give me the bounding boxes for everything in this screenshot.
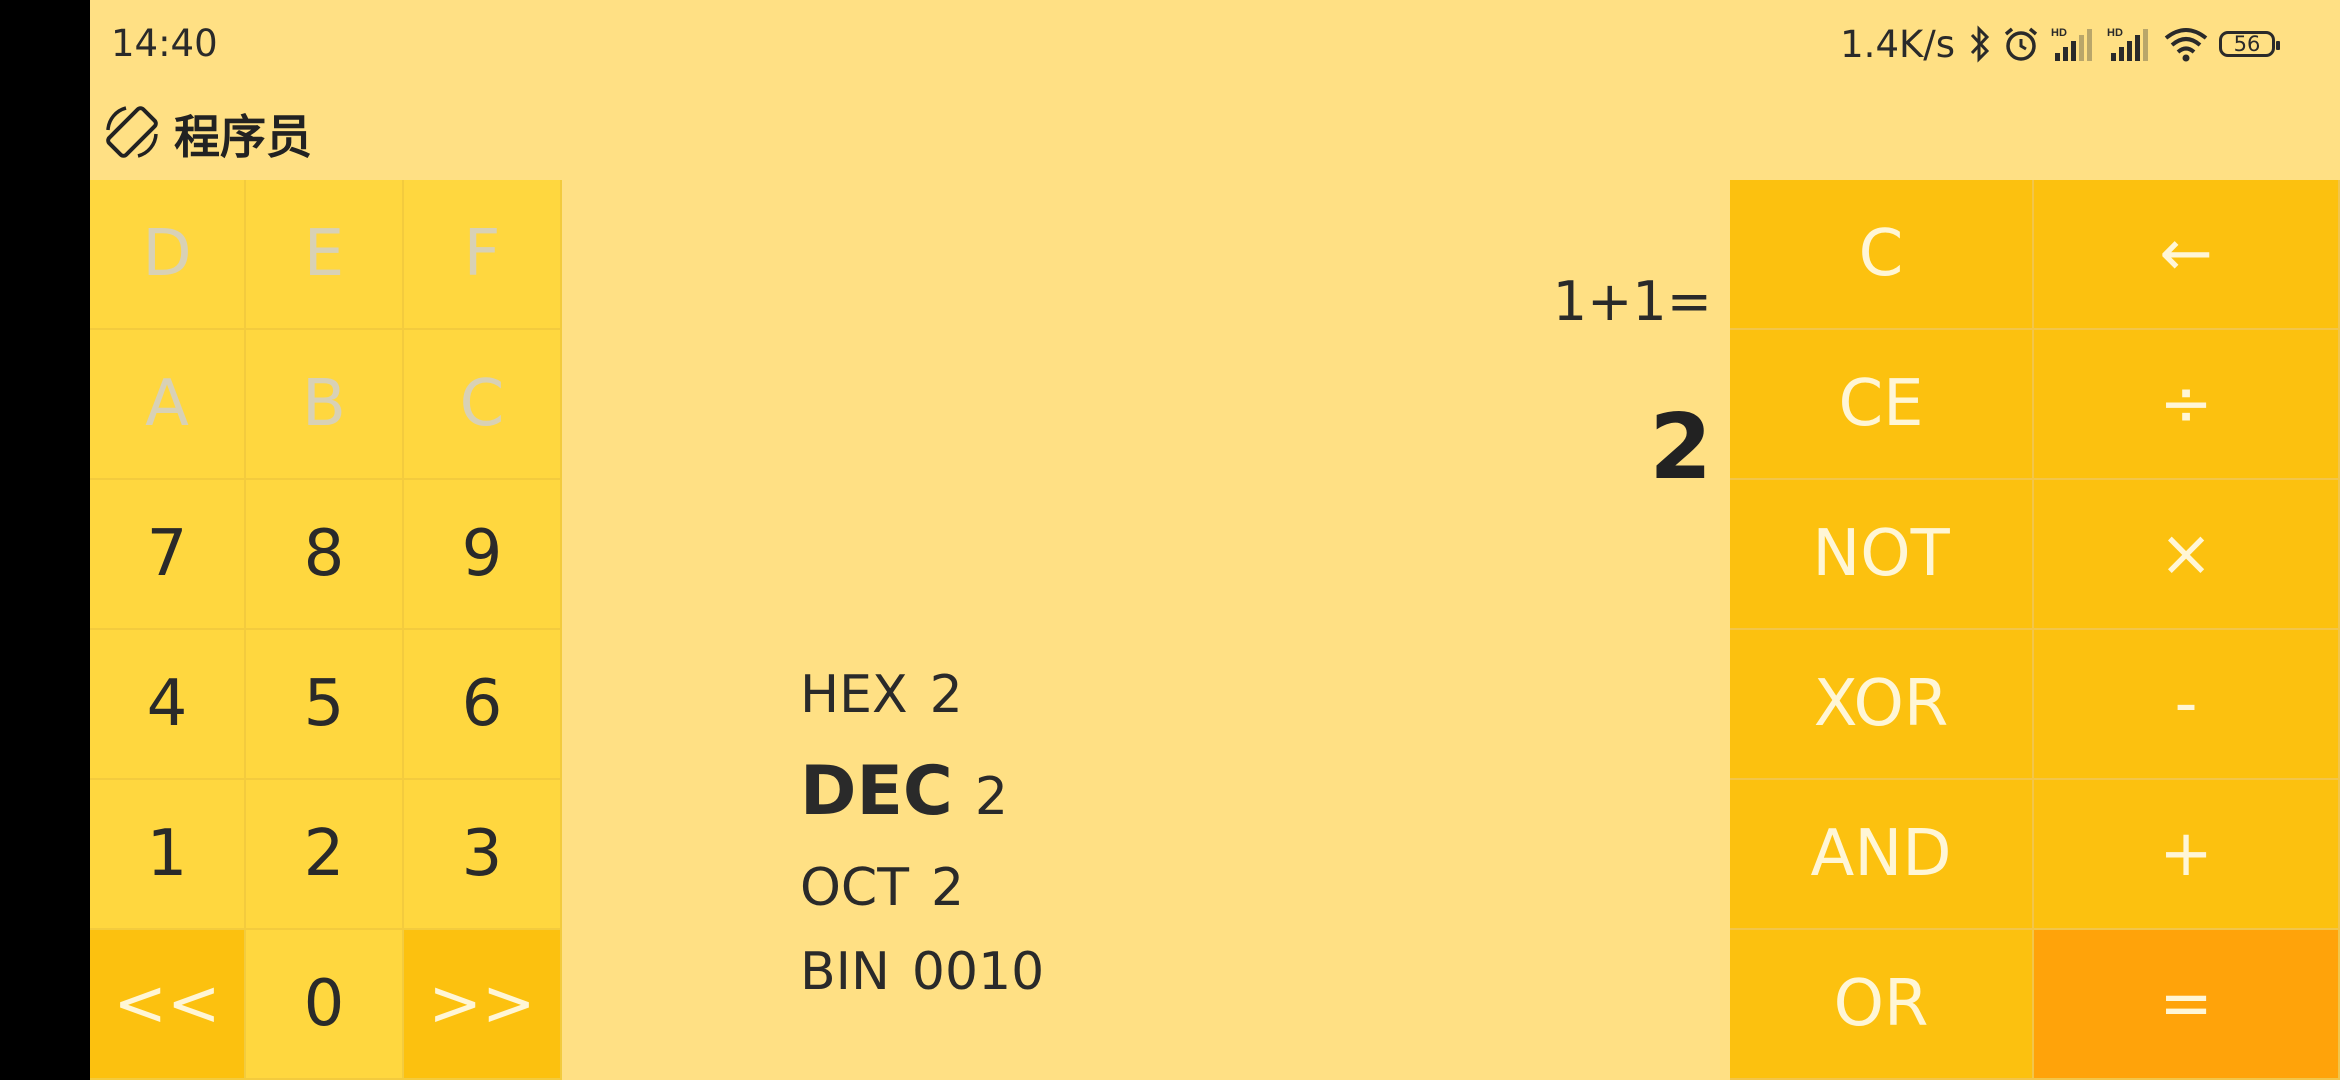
key-clear[interactable]: C [1730, 180, 2034, 330]
dec-row[interactable]: DEC 2 [800, 752, 1008, 831]
key-a[interactable]: A [90, 330, 246, 480]
key-multiply[interactable]: × [2034, 480, 2340, 630]
key-1[interactable]: 1 [90, 780, 246, 930]
oct-value: 2 [931, 858, 965, 918]
key-not[interactable]: NOT [1730, 480, 2034, 630]
key-clear-entry[interactable]: CE [1730, 330, 2034, 480]
key-xor[interactable]: XOR [1730, 630, 2034, 780]
hex-row[interactable]: HEX 2 [800, 665, 963, 725]
key-0[interactable]: 0 [246, 930, 404, 1080]
expression-display: 1+1= [1552, 270, 1712, 333]
key-f[interactable]: F [404, 180, 562, 330]
key-2[interactable]: 2 [246, 780, 404, 930]
key-9[interactable]: 9 [404, 480, 562, 630]
key-8[interactable]: 8 [246, 480, 404, 630]
bin-row[interactable]: BIN 0010 [800, 942, 1044, 1002]
dec-label: DEC [800, 752, 953, 831]
key-4[interactable]: 4 [90, 630, 246, 780]
key-5[interactable]: 5 [246, 630, 404, 780]
key-d[interactable]: D [90, 180, 246, 330]
key-3[interactable]: 3 [404, 780, 562, 930]
oct-label: OCT [800, 858, 910, 918]
key-c[interactable]: C [404, 330, 562, 480]
app-title: 程序员 [174, 110, 312, 164]
key-equals[interactable]: = [2034, 930, 2340, 1080]
rotate-screen-icon[interactable] [100, 100, 164, 168]
result-display: 2 [1649, 395, 1712, 500]
key-subtract[interactable]: - [2034, 630, 2340, 780]
key-6[interactable]: 6 [404, 630, 562, 780]
app-header: 程序员 [100, 100, 312, 168]
wifi-icon [2163, 25, 2209, 63]
key-and[interactable]: AND [1730, 780, 2034, 930]
oct-row[interactable]: OCT 2 [800, 858, 964, 918]
signal-hd-icon: HD [2051, 25, 2097, 63]
alarm-icon [2001, 25, 2041, 63]
bluetooth-icon [1969, 25, 1991, 63]
signal-hd-icon-2: HD [2107, 25, 2153, 63]
dec-value: 2 [974, 767, 1008, 827]
bin-value: 0010 [911, 942, 1045, 1002]
bin-label: BIN [800, 942, 890, 1002]
svg-text:HD: HD [2107, 27, 2123, 39]
key-shift-left[interactable]: << [90, 930, 246, 1080]
battery-icon: 56 [2219, 31, 2280, 57]
key-7[interactable]: 7 [90, 480, 246, 630]
status-time: 14:40 [111, 22, 218, 65]
hex-value: 2 [929, 665, 963, 725]
key-shift-right[interactable]: >> [404, 930, 562, 1080]
key-divide[interactable]: ÷ [2034, 330, 2340, 480]
svg-text:HD: HD [2051, 27, 2067, 39]
key-backspace[interactable]: ← [2034, 180, 2340, 330]
status-icons: 1.4K/s HD HD 56 [1840, 20, 2280, 68]
hex-label: HEX [800, 665, 908, 725]
key-b[interactable]: B [246, 330, 404, 480]
network-speed: 1.4K/s [1840, 22, 1955, 66]
key-or[interactable]: OR [1730, 930, 2034, 1080]
key-e[interactable]: E [246, 180, 404, 330]
key-add[interactable]: + [2034, 780, 2340, 930]
